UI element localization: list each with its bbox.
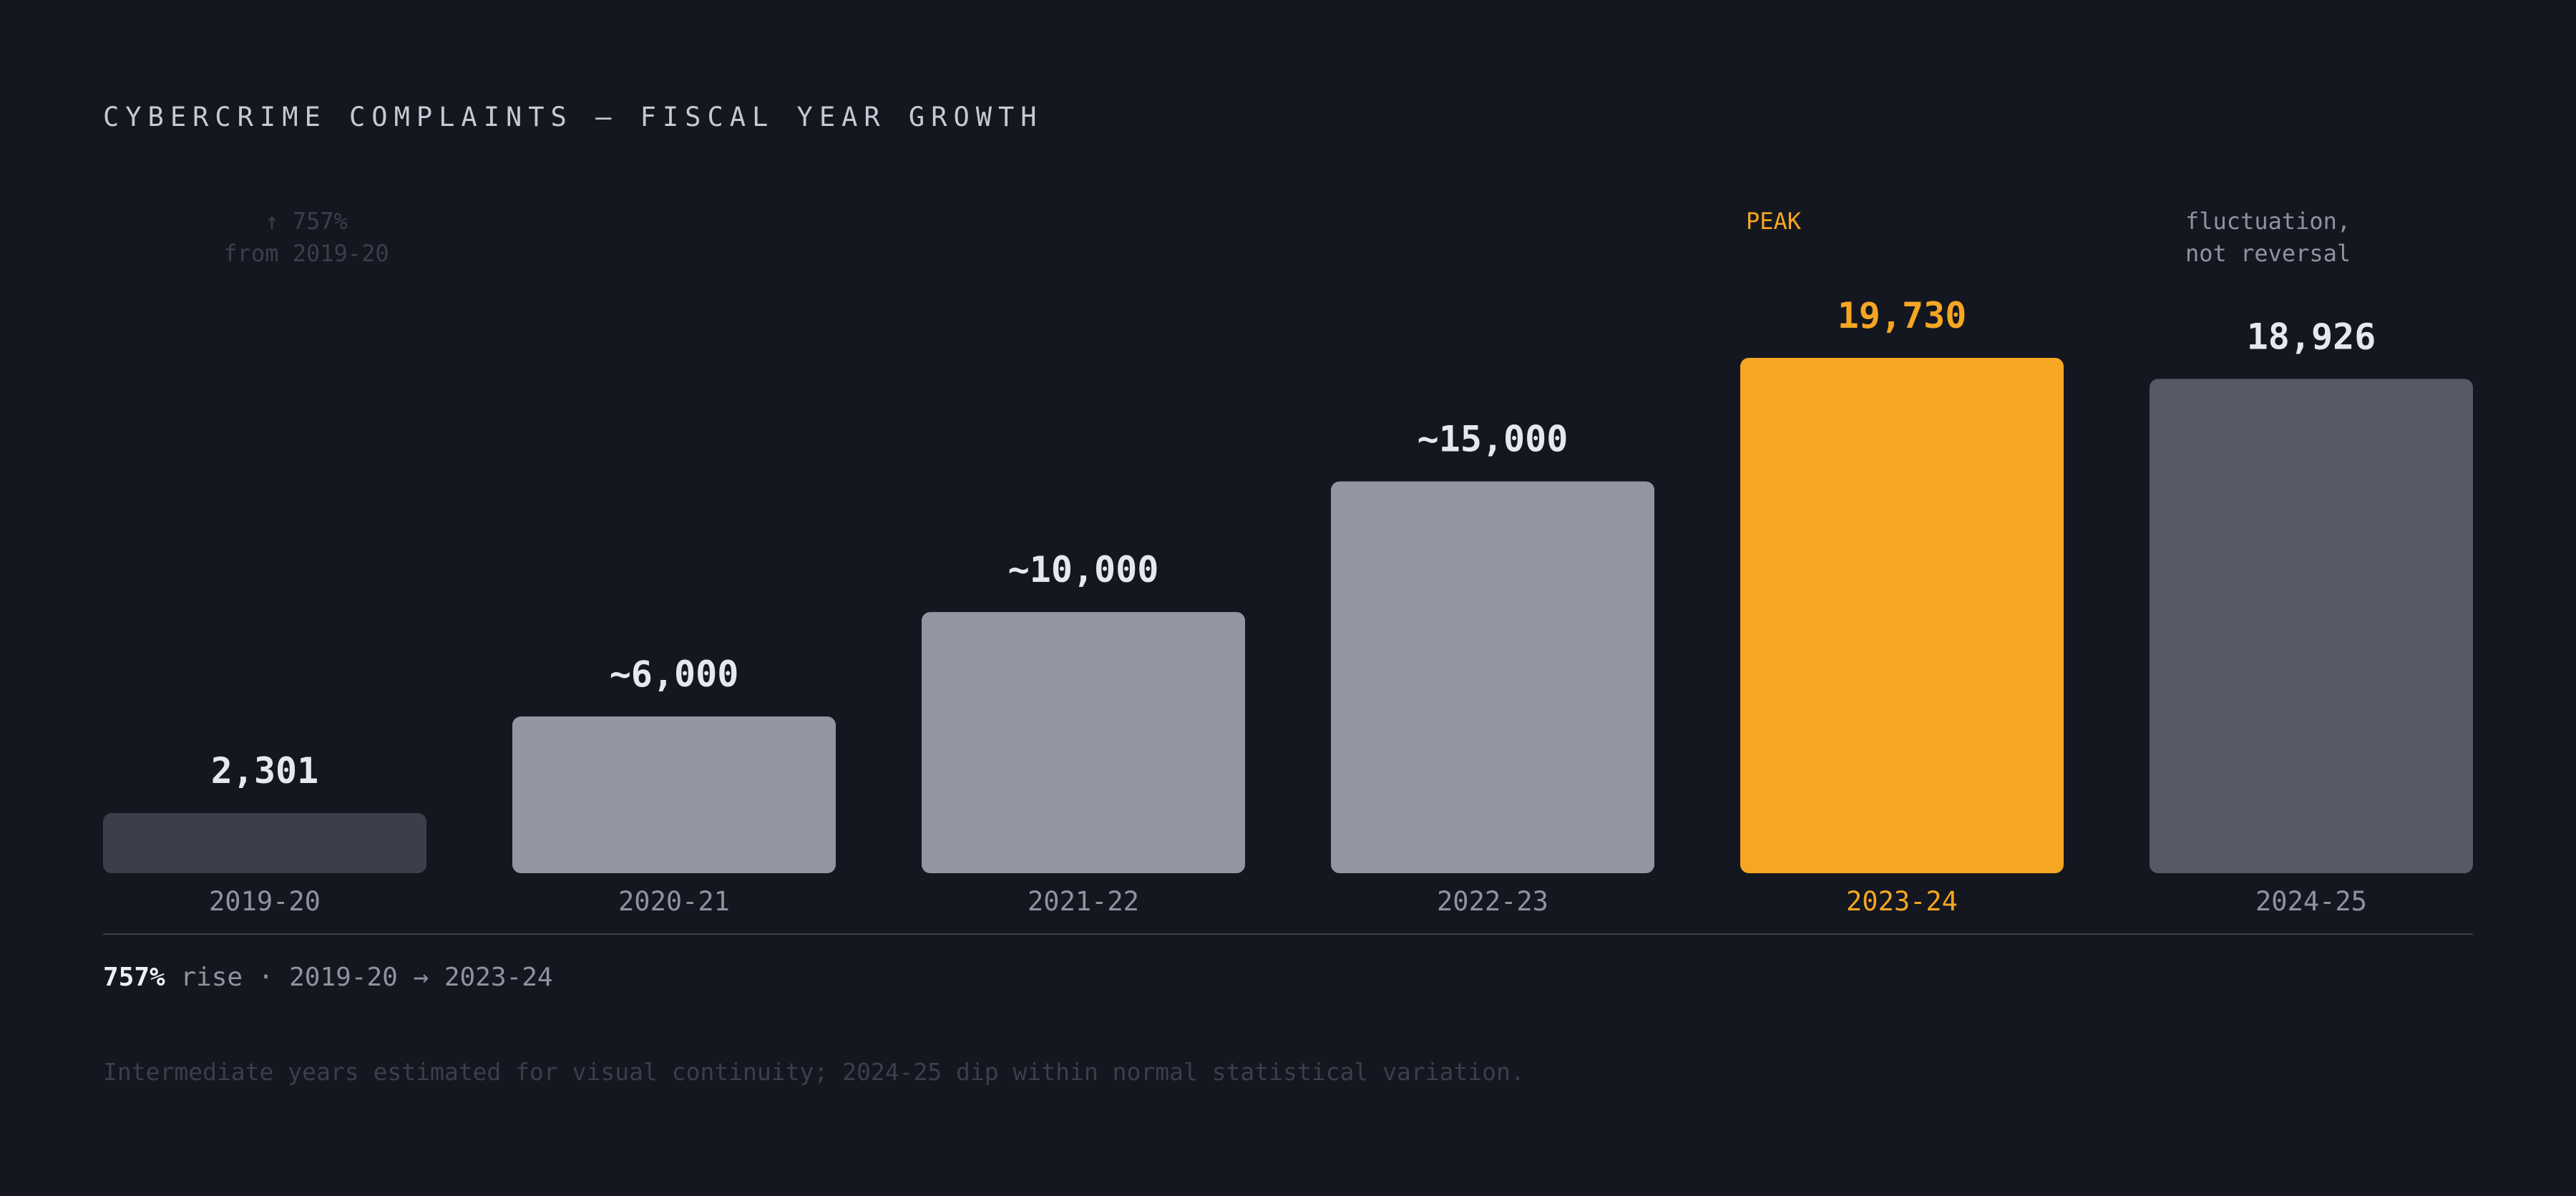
bar-2020-21 bbox=[512, 716, 836, 873]
value-label-2020-21: ~6,000 bbox=[610, 653, 739, 695]
category-label-2020-21: 2020-21 bbox=[618, 886, 730, 917]
bar-2024-25 bbox=[2150, 379, 2473, 873]
growth-summary-text: rise · 2019-20 → 2023-24 bbox=[165, 963, 553, 992]
value-label-2019-20: 2,301 bbox=[211, 750, 319, 792]
bar-2023-24 bbox=[1740, 358, 2064, 873]
chart-title: CYBERCRIME COMPLAINTS — FISCAL YEAR GROW… bbox=[103, 102, 1043, 132]
category-label-2021-22: 2021-22 bbox=[1028, 886, 1139, 917]
bar-2022-23 bbox=[1331, 481, 1654, 873]
annotation-2019-20-line-0: ↑ 757% bbox=[265, 208, 348, 235]
value-label-2021-22: ~10,000 bbox=[1008, 549, 1159, 590]
category-label-2022-23: 2022-23 bbox=[1437, 886, 1548, 917]
value-label-2023-24: 19,730 bbox=[1838, 295, 1967, 336]
bar-2019-20 bbox=[103, 813, 426, 873]
annotation-2024-25-line-0: fluctuation, bbox=[2185, 208, 2351, 235]
category-label-2023-24: 2023-24 bbox=[1846, 886, 1958, 917]
growth-summary: 757% rise · 2019-20 → 2023-24 bbox=[103, 963, 553, 992]
annotation-2024-25-line-1: not reversal bbox=[2185, 240, 2351, 267]
growth-percent: 757% bbox=[103, 963, 165, 992]
category-label-2019-20: 2019-20 bbox=[209, 886, 321, 917]
footnote: Intermediate years estimated for visual … bbox=[103, 1058, 1525, 1086]
bar-2021-22 bbox=[922, 612, 1245, 873]
value-label-2024-25: 18,926 bbox=[2247, 316, 2376, 357]
annotation-2019-20-line-1: from 2019-20 bbox=[223, 240, 389, 267]
category-label-2024-25: 2024-25 bbox=[2255, 886, 2367, 917]
value-label-2022-23: ~15,000 bbox=[1418, 419, 1568, 460]
annotation-2023-24-line-0: PEAK bbox=[1746, 208, 1802, 235]
